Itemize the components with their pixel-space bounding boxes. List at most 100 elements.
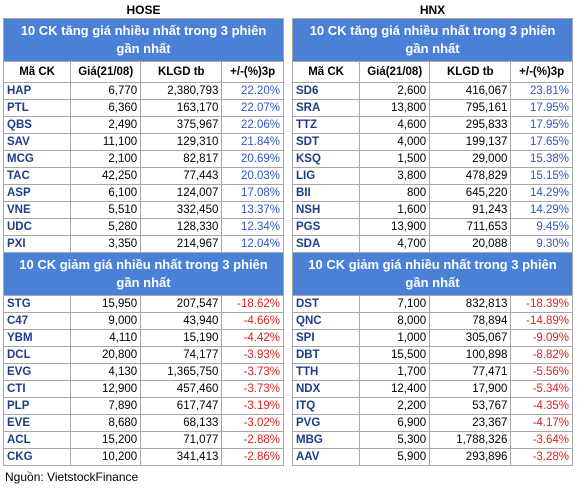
ticker: EVG xyxy=(2,363,72,381)
volume: 68,133 xyxy=(140,414,223,432)
stock-row: PGS 13,900 711,653 9.45% xyxy=(291,218,573,236)
change: -3.73% xyxy=(221,380,284,398)
volume: 1,788,326 xyxy=(429,431,512,449)
volume: 2,380,793 xyxy=(140,82,223,100)
change: -9.09% xyxy=(510,329,573,347)
change: 22.06% xyxy=(221,116,284,134)
price: 5,300 xyxy=(359,431,431,449)
volume: 20,088 xyxy=(429,235,512,253)
change: -5.56% xyxy=(510,363,573,381)
price: 9,000 xyxy=(70,312,142,330)
price: 4,110 xyxy=(70,329,142,347)
volume: 124,007 xyxy=(140,184,223,202)
stock-row: CTI 12,900 457,460 -3.73% xyxy=(2,380,284,398)
volume: 43,940 xyxy=(140,312,223,330)
ticker: NDX xyxy=(291,380,361,398)
stock-row: PVG 6,900 23,367 -4.17% xyxy=(291,414,573,432)
ticker: ACL xyxy=(2,431,72,449)
volume: 711,653 xyxy=(429,218,512,236)
stock-row: VNE 5,510 332,450 13.37% xyxy=(2,201,284,219)
ticker: SRA xyxy=(291,99,361,117)
stock-row: SPI 1,000 305,067 -9.09% xyxy=(291,329,573,347)
change: 23.81% xyxy=(510,82,573,100)
price: 7,890 xyxy=(70,397,142,415)
column-header: Mã CK xyxy=(2,61,72,83)
volume: 332,450 xyxy=(140,201,223,219)
stock-row: LIG 3,800 478,829 15.15% xyxy=(291,167,573,185)
ticker: EVE xyxy=(2,414,72,432)
stock-row: SAV 11,100 129,310 21.84% xyxy=(2,133,284,151)
change: 12.34% xyxy=(221,218,284,236)
price: 8,680 xyxy=(70,414,142,432)
price: 13,800 xyxy=(359,99,431,117)
ticker: C47 xyxy=(2,312,72,330)
ticker: SDA xyxy=(291,235,361,253)
price: 3,350 xyxy=(70,235,142,253)
change: 15.38% xyxy=(510,150,573,168)
ticker: MBG xyxy=(291,431,361,449)
ticker: DST xyxy=(291,295,361,313)
volume: 214,967 xyxy=(140,235,223,253)
change: 20.69% xyxy=(221,150,284,168)
stock-row: BII 800 645,220 14.29% xyxy=(291,184,573,202)
price: 5,510 xyxy=(70,201,142,219)
volume: 293,896 xyxy=(429,448,512,466)
section-title: 10 CK tăng giá nhiều nhất trong 3 phiên … xyxy=(292,18,573,62)
change: -3.64% xyxy=(510,431,573,449)
price: 6,770 xyxy=(70,82,142,100)
ticker: PXI xyxy=(2,235,72,253)
ticker: ITQ xyxy=(291,397,361,415)
change: -3.73% xyxy=(221,363,284,381)
change: 17.65% xyxy=(510,133,573,151)
stock-row: HAP 6,770 2,380,793 22.20% xyxy=(2,82,284,100)
volume: 832,813 xyxy=(429,295,512,313)
ticker: DBT xyxy=(291,346,361,364)
ticker: AAV xyxy=(291,448,361,466)
exchange-panel: HNX 10 CK tăng giá nhiều nhất trong 3 phi… xyxy=(291,2,573,466)
change: 13.37% xyxy=(221,201,284,219)
stock-row: PXI 3,350 214,967 12.04% xyxy=(2,235,284,253)
volume: 78,894 xyxy=(429,312,512,330)
volume: 100,898 xyxy=(429,346,512,364)
column-header: Giá(21/08) xyxy=(70,61,142,83)
volume: 416,067 xyxy=(429,82,512,100)
ticker: SPI xyxy=(291,329,361,347)
change: -3.93% xyxy=(221,346,284,364)
stock-row: AAV 5,900 293,896 -3.28% xyxy=(291,448,573,466)
ticker: TAC xyxy=(2,167,72,185)
column-header: KLGD tb xyxy=(140,61,223,83)
stock-row: C47 9,000 43,940 -4.66% xyxy=(2,312,284,330)
change: 9.30% xyxy=(510,235,573,253)
stock-row: PTL 6,360 163,170 22.07% xyxy=(2,99,284,117)
volume: 29,000 xyxy=(429,150,512,168)
price: 1,700 xyxy=(359,363,431,381)
price: 15,500 xyxy=(359,346,431,364)
price: 4,000 xyxy=(359,133,431,151)
change: -4.35% xyxy=(510,397,573,415)
stock-row: KSQ 1,500 29,000 15.38% xyxy=(291,150,573,168)
exchange-name: HOSE xyxy=(126,3,161,17)
stock-row: DBT 15,500 100,898 -8.82% xyxy=(291,346,573,364)
stock-row: MCG 2,100 82,817 20.69% xyxy=(2,150,284,168)
volume: 129,310 xyxy=(140,133,223,151)
ticker: PLP xyxy=(2,397,72,415)
change: 17.95% xyxy=(510,99,573,117)
price: 1,000 xyxy=(359,329,431,347)
stock-row: QNC 8,000 78,894 -14.89% xyxy=(291,312,573,330)
ticker: YBM xyxy=(2,329,72,347)
price: 2,200 xyxy=(359,397,431,415)
price: 6,100 xyxy=(70,184,142,202)
price: 4,600 xyxy=(359,116,431,134)
volume: 77,443 xyxy=(140,167,223,185)
stock-row: YBM 4,110 15,190 -4.42% xyxy=(2,329,284,347)
price: 11,100 xyxy=(70,133,142,151)
ticker: SD6 xyxy=(291,82,361,100)
change: 12.04% xyxy=(221,235,284,253)
stock-row: ITQ 2,200 53,767 -4.35% xyxy=(291,397,573,415)
ticker: SDT xyxy=(291,133,361,151)
stock-row: SD6 2,600 416,067 23.81% xyxy=(291,82,573,100)
change: 17.95% xyxy=(510,116,573,134)
change: -2.86% xyxy=(221,448,284,466)
volume: 82,817 xyxy=(140,150,223,168)
volume: 163,170 xyxy=(140,99,223,117)
